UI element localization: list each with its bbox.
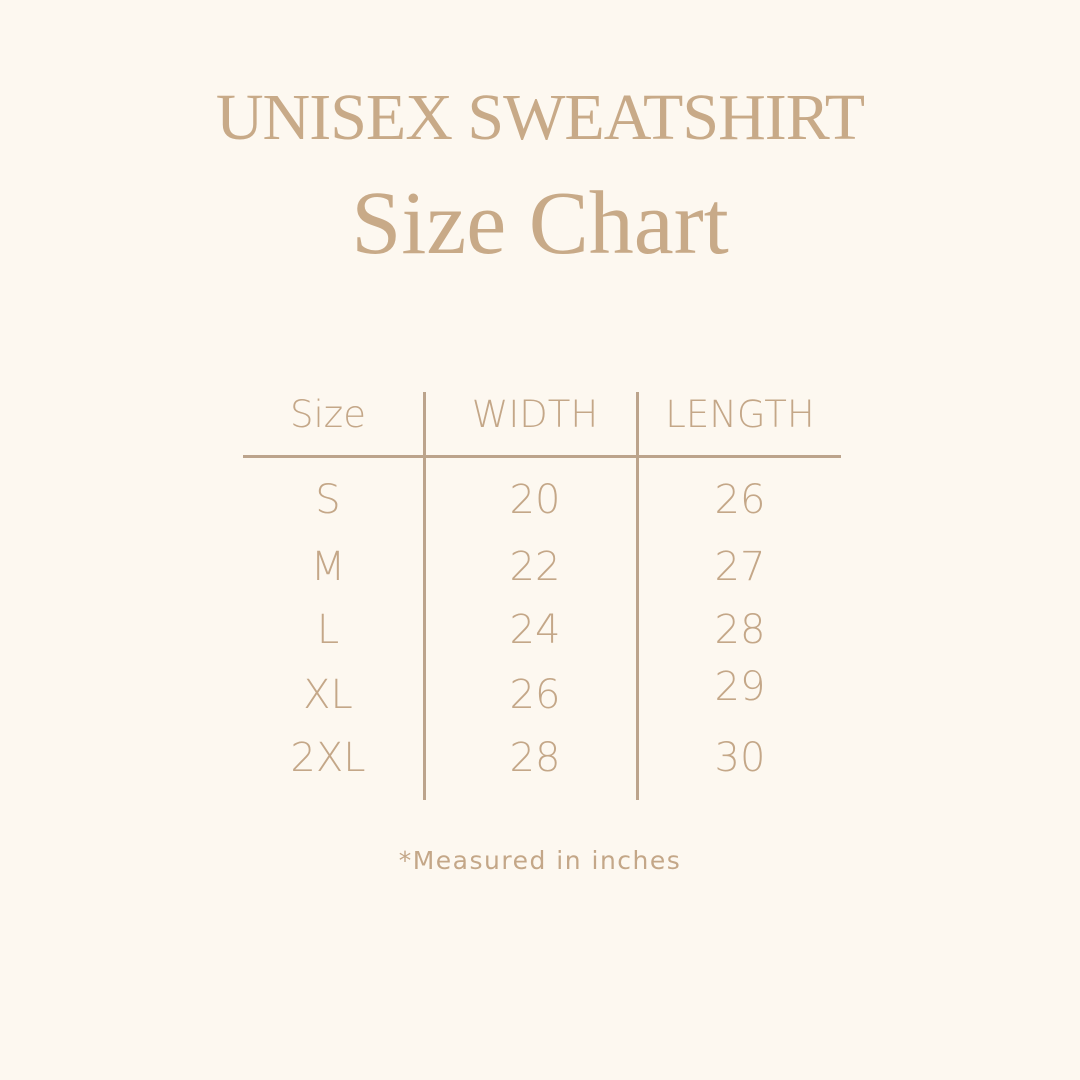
width-cell: 20: [509, 477, 561, 523]
length-cell: 27: [714, 544, 766, 590]
size-cell: XL: [303, 672, 353, 718]
width-cell: 26: [509, 672, 561, 718]
length-cell: 29: [714, 664, 766, 710]
size-cell: 2XL: [290, 735, 366, 781]
column-divider: [423, 392, 426, 800]
length-cell: 30: [714, 735, 766, 781]
length-cell: 26: [714, 477, 766, 523]
header-divider: [243, 455, 841, 458]
column-header-length: LENGTH: [665, 393, 815, 436]
page-title: UNISEX SWEATSHIRT: [215, 81, 865, 154]
footnote: *Measured in inches: [398, 846, 682, 875]
column-divider: [636, 392, 639, 800]
column-header-size: Size: [290, 393, 366, 436]
size-cell: M: [310, 544, 346, 590]
width-cell: 28: [509, 735, 561, 781]
length-cell: 28: [714, 607, 766, 653]
column-header-width: WIDTH: [471, 393, 599, 436]
width-cell: 22: [509, 544, 561, 590]
size-cell: L: [316, 607, 340, 653]
width-cell: 24: [509, 607, 561, 653]
page-subtitle: Size Chart: [351, 174, 729, 273]
size-cell: S: [315, 477, 341, 523]
